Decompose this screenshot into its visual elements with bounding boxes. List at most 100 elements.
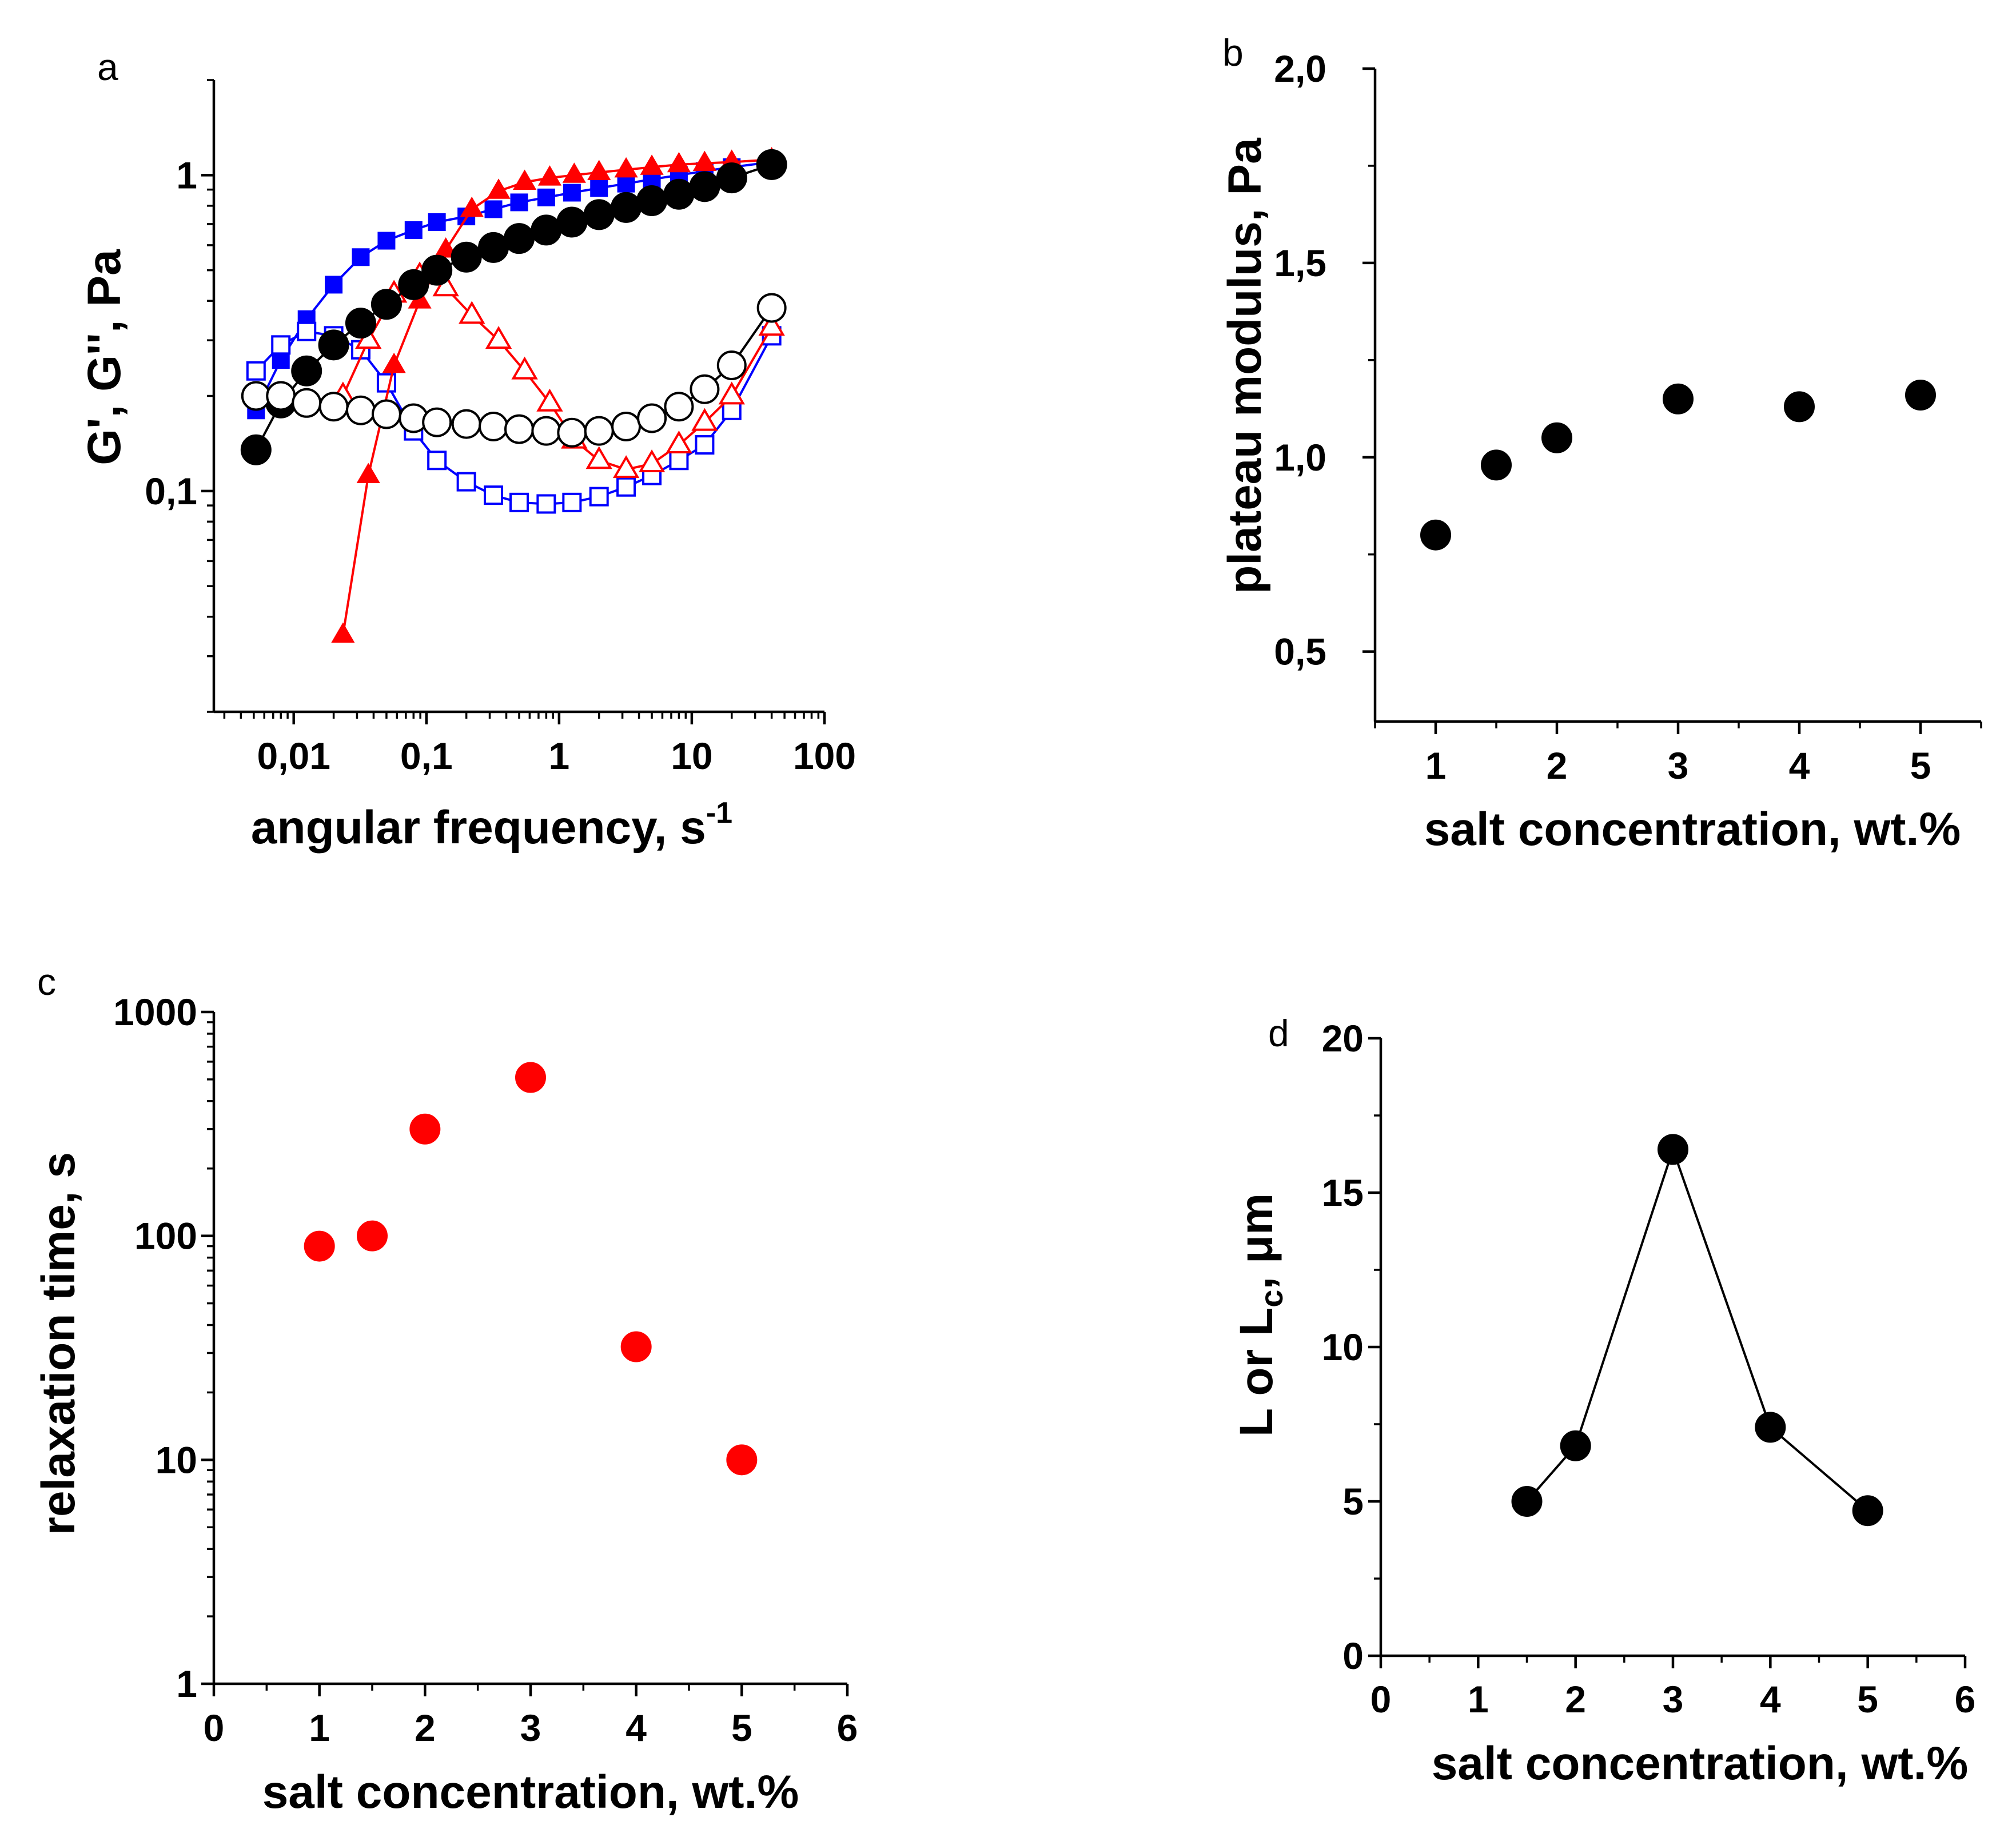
panel-letter-c: c (37, 961, 56, 1003)
data-point (325, 276, 343, 294)
data-point (266, 381, 296, 411)
x-tick-label: 4 (1789, 744, 1810, 787)
data-point (432, 273, 459, 297)
data-point (318, 329, 349, 361)
x-axis-title: salt concentration, wt.% (262, 1766, 799, 1818)
data-point (562, 162, 586, 183)
data-point (291, 355, 322, 386)
data-point (612, 455, 640, 479)
data-point (756, 293, 787, 323)
x-tick-label: 5 (1910, 744, 1931, 787)
x-tick-label: 2 (1565, 1678, 1586, 1720)
y-axis-title: G', G'', Pa (78, 249, 130, 465)
y-tick-label: 1 (176, 154, 197, 196)
data-point (617, 174, 635, 193)
data-point (640, 154, 664, 175)
data-point (456, 472, 476, 492)
data-point (345, 395, 376, 425)
data-point (718, 381, 745, 405)
data-point (513, 169, 537, 190)
x-tick-label: 1 (309, 1707, 330, 1749)
data-point (421, 254, 453, 286)
data-point (614, 157, 638, 178)
data-point (620, 1331, 652, 1362)
data-point (371, 399, 401, 429)
data-point (484, 485, 504, 505)
data-point (241, 381, 271, 411)
data-point (345, 308, 376, 339)
data-point (479, 412, 509, 442)
y-axis-title: relaxation time, s (33, 1152, 85, 1535)
chart-panel-b: 1 2 3 4 5 0,5 1,0 1,5 2,0 salt concentration, wt.… (1219, 47, 1982, 855)
data-point (1852, 1495, 1883, 1527)
x-axis-title: angular frequency, s-1 (251, 796, 732, 854)
data-point (726, 1444, 758, 1476)
x-tick-label: 3 (1663, 1678, 1684, 1720)
y-tick-label: 1 (176, 1663, 197, 1705)
data-point (318, 392, 349, 422)
data-point (515, 1062, 546, 1093)
data-point (563, 184, 581, 202)
x-tick-label: 6 (837, 1707, 858, 1749)
data-point (585, 446, 612, 469)
x-tick-label: 2 (415, 1707, 436, 1749)
y-tick-label: 20 (1322, 1017, 1364, 1059)
data-point (451, 409, 481, 439)
data-point (352, 248, 370, 266)
y-axis-title-subscript: c (1253, 1290, 1289, 1308)
data-point (663, 178, 695, 210)
x-tick-label: 5 (1857, 1678, 1878, 1720)
y-axis-title-unit: , μm (1230, 1193, 1282, 1290)
data-point (531, 214, 562, 246)
data-point (664, 392, 694, 422)
data-point (1755, 1412, 1786, 1443)
data-point (511, 356, 538, 380)
data-point (509, 492, 529, 512)
data-point (428, 213, 446, 231)
x-tick-label: 5 (731, 1707, 752, 1749)
data-point (616, 477, 636, 497)
x-tick-label: 0,01 (257, 735, 330, 777)
x-tick-label: 0 (204, 1707, 225, 1749)
data-point (460, 196, 484, 217)
data-point (357, 1220, 388, 1252)
x-tick-label: 1 (1468, 1678, 1489, 1720)
y-tick-label: 1,5 (1274, 242, 1326, 284)
y-tick-label: 0,1 (145, 470, 197, 512)
chart-panel-d: 0 1 2 3 4 5 6 0 5 10 15 20 salt concentration, wt.% L… (1230, 1017, 1975, 1790)
data-point (562, 492, 582, 512)
data-point (510, 193, 528, 212)
data-point (692, 150, 717, 172)
data-point (382, 352, 406, 373)
data-point (246, 361, 266, 381)
data-point (637, 403, 667, 433)
data-point (304, 1230, 335, 1262)
data-point (331, 622, 355, 643)
panel-letter-a: a (97, 46, 118, 88)
y-tick-label: 15 (1322, 1171, 1364, 1214)
data-point (536, 388, 563, 412)
panel-letter-b: b (1222, 31, 1244, 74)
data-point (409, 1113, 441, 1145)
data-point (531, 416, 561, 446)
data-point (689, 171, 720, 202)
data-point (377, 232, 396, 250)
data-point (459, 301, 485, 324)
y-tick-label: 0,5 (1274, 631, 1326, 673)
x-tick-label: 1 (1425, 744, 1447, 787)
data-point (584, 416, 614, 446)
y-tick-label: 10 (156, 1439, 197, 1481)
data-point (485, 326, 512, 349)
data-point (611, 192, 642, 223)
data-point (611, 412, 642, 442)
data-point (690, 374, 720, 404)
y-tick-label: 5 (1342, 1480, 1364, 1523)
panel-letter-d: d (1268, 1012, 1289, 1054)
data-point (434, 237, 458, 258)
data-point (297, 321, 317, 341)
x-axis-title: salt concentration, wt.% (1432, 1738, 1969, 1790)
y-tick-label: 1000 (113, 991, 197, 1033)
data-point (590, 179, 608, 197)
data-point (758, 313, 785, 336)
